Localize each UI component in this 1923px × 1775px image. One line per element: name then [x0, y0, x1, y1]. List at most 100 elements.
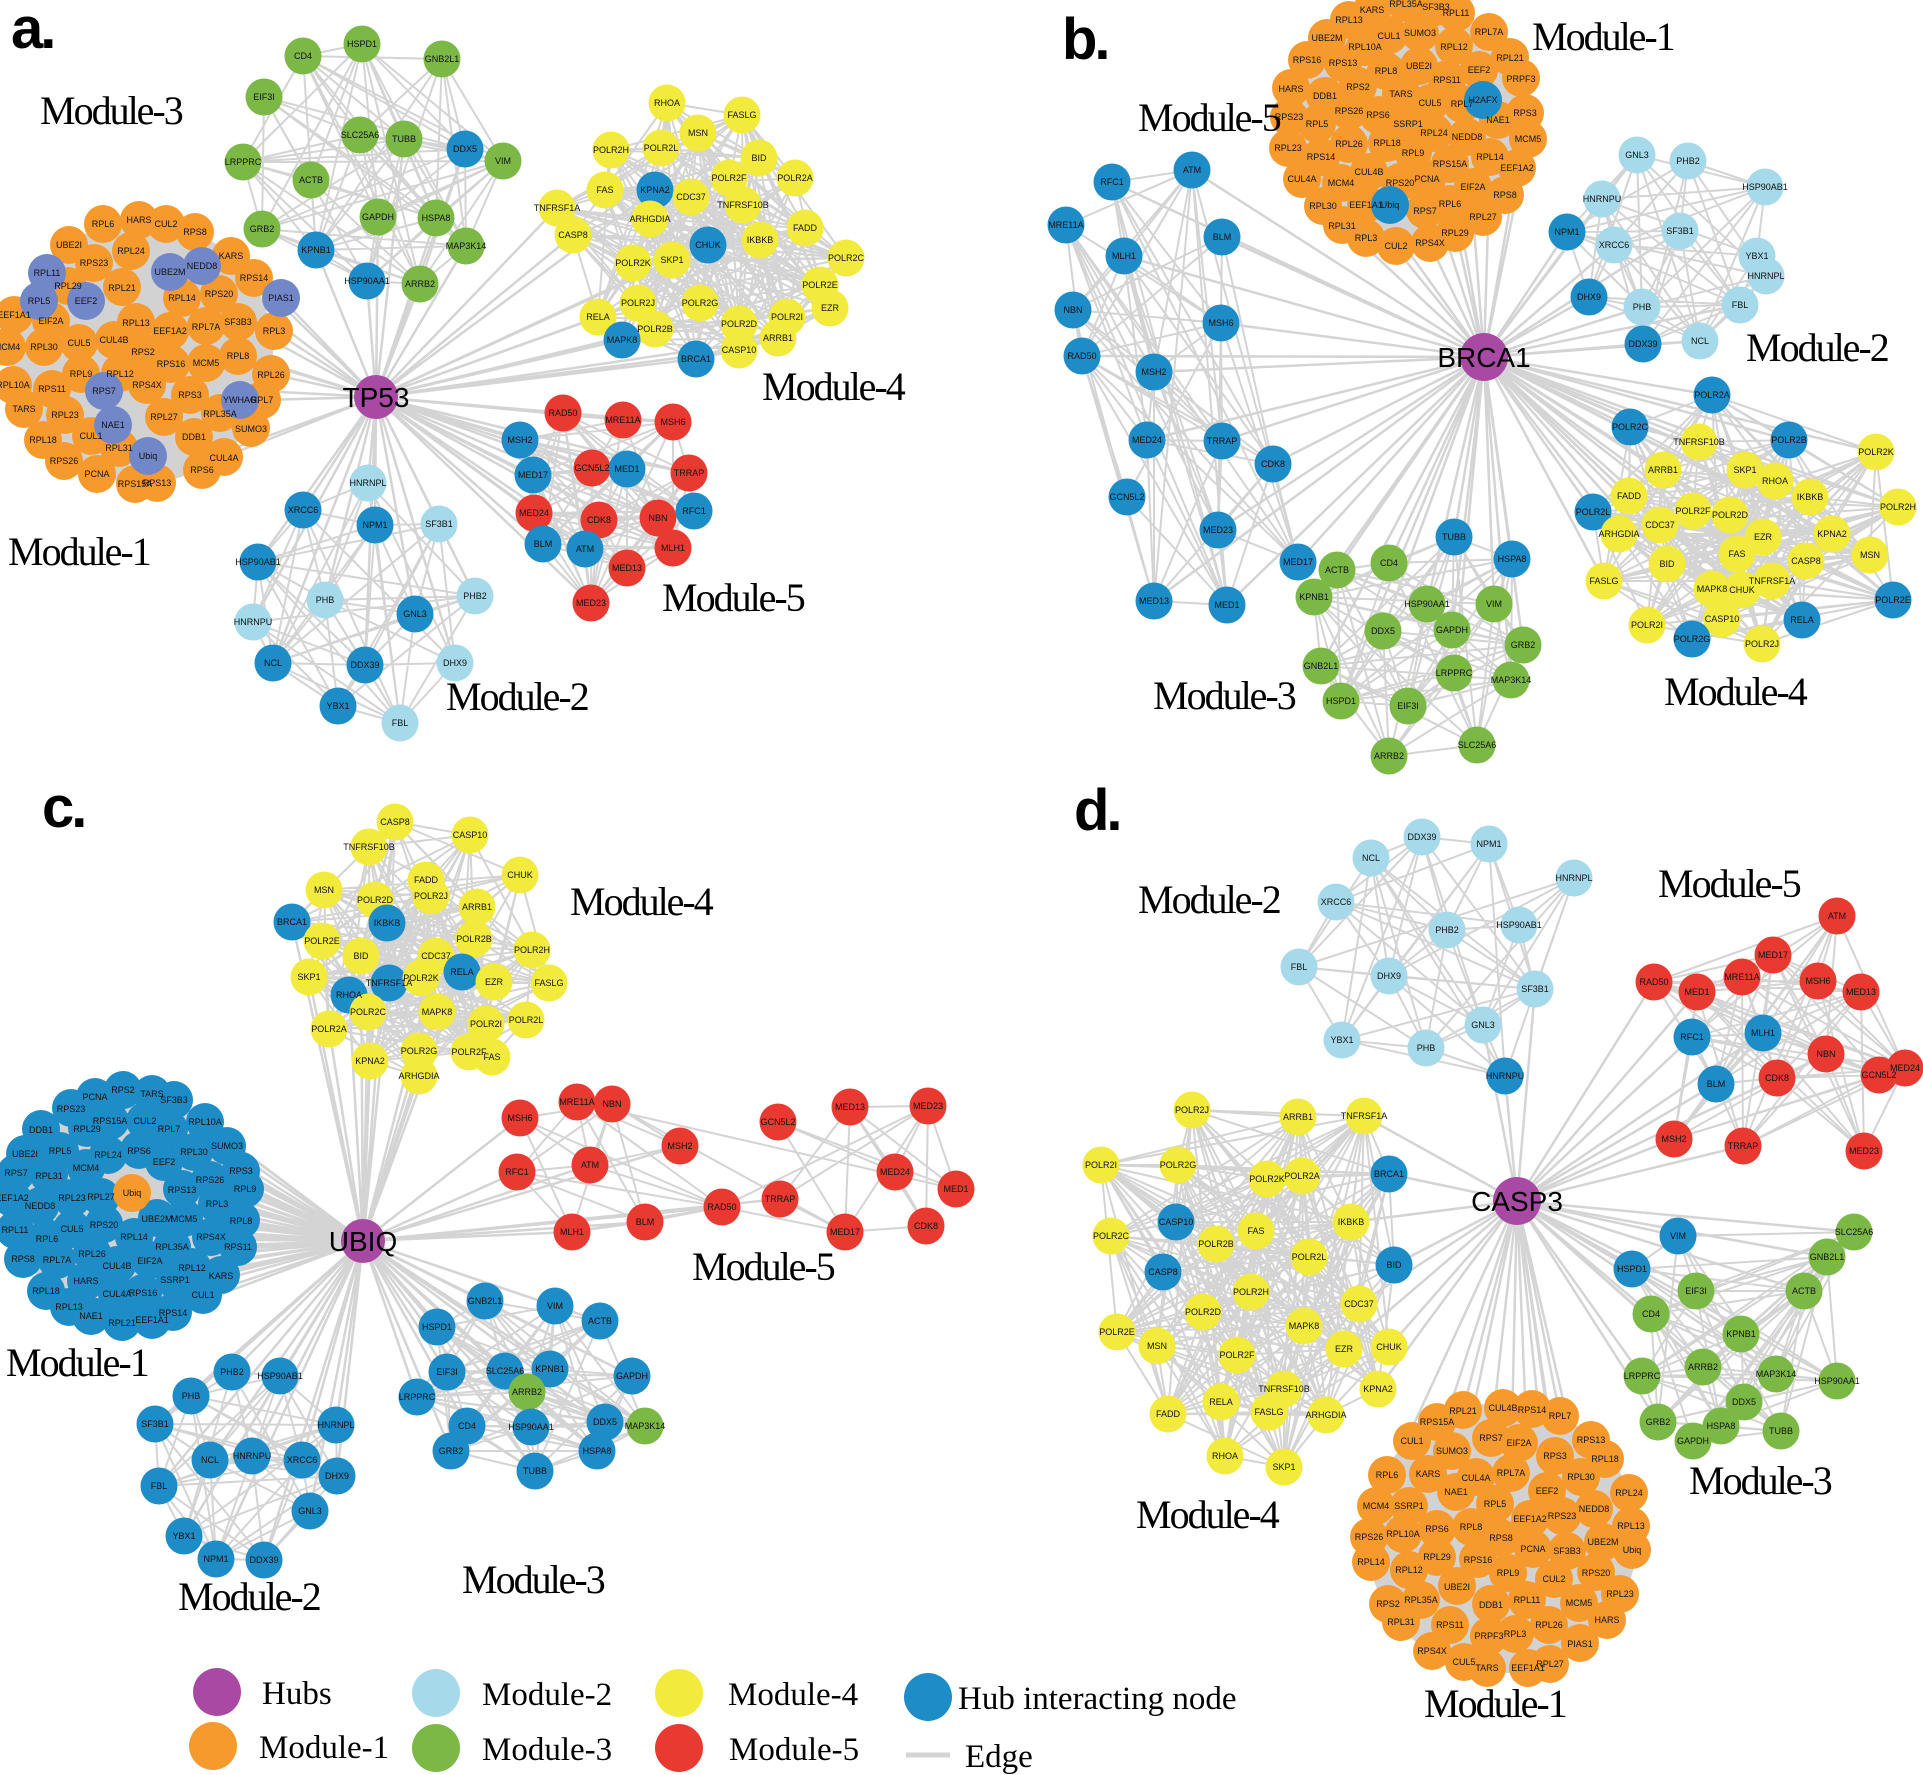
svg-text:MED17: MED17 — [830, 1227, 860, 1237]
svg-text:RPS16: RPS16 — [129, 1288, 158, 1298]
svg-text:MAPK8: MAPK8 — [422, 1007, 453, 1017]
svg-text:SKP1: SKP1 — [1272, 1462, 1295, 1472]
svg-text:Ubiq: Ubiq — [1381, 200, 1400, 210]
svg-text:MED17: MED17 — [1283, 557, 1313, 567]
svg-text:CASP10: CASP10 — [722, 345, 757, 355]
svg-text:FADD: FADD — [1617, 491, 1642, 501]
svg-text:ARRB1: ARRB1 — [763, 333, 793, 343]
svg-text:CUL4A: CUL4A — [1287, 174, 1316, 184]
svg-text:RPL8: RPL8 — [230, 1216, 253, 1226]
svg-text:RFC1: RFC1 — [505, 1167, 529, 1177]
svg-text:Module-1: Module-1 — [259, 1730, 389, 1766]
svg-text:MSH6: MSH6 — [1805, 976, 1830, 986]
svg-text:POLR2J: POLR2J — [1745, 639, 1779, 649]
svg-text:POLR2H: POLR2H — [514, 945, 550, 955]
svg-text:MED13: MED13 — [835, 1102, 865, 1112]
svg-text:Module-4: Module-4 — [1136, 1492, 1280, 1537]
svg-text:XRCC6: XRCC6 — [288, 505, 319, 515]
svg-text:RAD50: RAD50 — [1639, 977, 1668, 987]
svg-text:RPL12: RPL12 — [1440, 42, 1468, 52]
svg-text:CDK8: CDK8 — [1765, 1073, 1789, 1083]
svg-text:BLM: BLM — [1707, 1079, 1726, 1089]
svg-text:POLR2L: POLR2L — [1576, 507, 1611, 517]
svg-text:MED23: MED23 — [1849, 1146, 1879, 1156]
svg-text:POLR2A: POLR2A — [777, 173, 813, 183]
svg-text:RPL31: RPL31 — [35, 1171, 63, 1181]
svg-text:POLR2G: POLR2G — [1674, 634, 1711, 644]
svg-text:Module-4: Module-4 — [762, 364, 906, 409]
svg-text:CUL4B: CUL4B — [99, 335, 128, 345]
svg-text:GAPDH: GAPDH — [1677, 1436, 1709, 1446]
svg-text:RPL6: RPL6 — [1439, 199, 1462, 209]
svg-text:RPL31: RPL31 — [1387, 1617, 1415, 1627]
svg-text:RPS14: RPS14 — [159, 1308, 188, 1318]
svg-text:TRRAP: TRRAP — [1728, 1141, 1759, 1151]
svg-text:RPL30: RPL30 — [1567, 1472, 1595, 1482]
svg-text:RPL31: RPL31 — [1328, 221, 1356, 231]
svg-text:Ubiq: Ubiq — [123, 1188, 142, 1198]
svg-text:HARS: HARS — [1278, 84, 1303, 94]
svg-text:HARS: HARS — [1594, 1615, 1619, 1625]
svg-text:GNL3: GNL3 — [403, 609, 427, 619]
svg-text:CASP8: CASP8 — [558, 230, 588, 240]
svg-text:HSP90AA1: HSP90AA1 — [1814, 1376, 1860, 1386]
svg-text:CUL1: CUL1 — [1400, 1436, 1423, 1446]
svg-text:IKBKB: IKBKB — [1338, 1217, 1365, 1227]
svg-text:MLH1: MLH1 — [560, 1227, 584, 1237]
svg-text:GCN5L2: GCN5L2 — [1109, 492, 1144, 502]
svg-text:DHX9: DHX9 — [443, 658, 467, 668]
svg-text:POLR2D: POLR2D — [721, 319, 758, 329]
svg-text:RPL3: RPL3 — [1504, 1629, 1527, 1639]
svg-text:RPL5: RPL5 — [28, 296, 51, 306]
svg-text:RPS2: RPS2 — [111, 1085, 135, 1095]
svg-text:PCNA: PCNA — [1414, 174, 1439, 184]
svg-text:POLR2L: POLR2L — [1292, 1252, 1327, 1262]
svg-text:NBN: NBN — [602, 1099, 621, 1109]
svg-text:RPL21: RPL21 — [108, 1318, 136, 1328]
svg-text:ARRB1: ARRB1 — [1283, 1112, 1313, 1122]
svg-text:POLR2E: POLR2E — [1099, 1327, 1135, 1337]
svg-text:TUBB: TUBB — [523, 1466, 547, 1476]
svg-text:RPL13: RPL13 — [1617, 1521, 1645, 1531]
svg-text:DDB1: DDB1 — [29, 1125, 53, 1135]
svg-text:c.: c. — [42, 775, 84, 840]
svg-text:TARS: TARS — [12, 404, 35, 414]
svg-text:MED13: MED13 — [1846, 987, 1876, 997]
svg-text:CD4: CD4 — [294, 51, 312, 61]
svg-text:MCM4: MCM4 — [0, 342, 20, 352]
svg-text:FAS: FAS — [1728, 549, 1745, 559]
svg-text:POLR2D: POLR2D — [1712, 510, 1749, 520]
svg-text:RPL23: RPL23 — [1274, 143, 1302, 153]
svg-text:EIF2A: EIF2A — [38, 316, 63, 326]
svg-text:Module-1: Module-1 — [1532, 14, 1674, 59]
svg-text:CASP10: CASP10 — [1159, 1217, 1194, 1227]
svg-text:TNFRSF1A: TNFRSF1A — [534, 203, 581, 213]
svg-text:RPL27: RPL27 — [87, 1192, 115, 1202]
svg-text:RPL8: RPL8 — [1460, 1522, 1483, 1532]
svg-text:MAPK8: MAPK8 — [1289, 1321, 1320, 1331]
svg-text:d.: d. — [1074, 778, 1120, 843]
svg-text:RPL11: RPL11 — [2, 1225, 29, 1235]
svg-text:IKBKB: IKBKB — [374, 918, 401, 928]
svg-text:CHUK: CHUK — [1729, 585, 1755, 595]
svg-text:ARRB2: ARRB2 — [1688, 1362, 1718, 1372]
svg-text:DDX39: DDX39 — [249, 1555, 278, 1565]
svg-text:UBE2M: UBE2M — [141, 1214, 172, 1224]
svg-text:MSH2: MSH2 — [667, 1141, 692, 1151]
svg-text:b.: b. — [1062, 7, 1108, 72]
svg-text:RAD50: RAD50 — [548, 408, 577, 418]
svg-text:TNFRSF10B: TNFRSF10B — [717, 200, 769, 210]
svg-text:HSP90AB1: HSP90AB1 — [235, 557, 281, 567]
svg-text:DDB1: DDB1 — [1479, 1600, 1503, 1610]
svg-text:FBL: FBL — [1732, 300, 1749, 310]
svg-text:HARS: HARS — [73, 1276, 98, 1286]
svg-text:RPS15A: RPS15A — [1433, 159, 1468, 169]
svg-text:POLR2J: POLR2J — [414, 891, 448, 901]
svg-text:MED17: MED17 — [1758, 950, 1788, 960]
svg-text:MLH1: MLH1 — [1751, 1028, 1775, 1038]
svg-text:EIF3I: EIF3I — [1397, 701, 1419, 711]
svg-text:MCM5: MCM5 — [171, 1214, 198, 1224]
svg-text:DDX39: DDX39 — [350, 660, 379, 670]
svg-text:SF3B3: SF3B3 — [160, 1095, 188, 1105]
svg-text:CUL2: CUL2 — [154, 219, 177, 229]
